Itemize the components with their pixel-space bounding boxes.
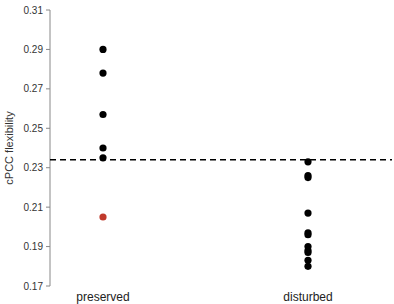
y-tick-label: 0.29 xyxy=(24,44,44,55)
point xyxy=(304,209,311,216)
point xyxy=(99,213,106,220)
y-tick xyxy=(46,88,50,89)
y-tick-label: 0.23 xyxy=(24,162,44,173)
y-tick xyxy=(46,246,50,247)
x-tick-label: preserved xyxy=(76,290,129,304)
x-tick-label: disturbed xyxy=(283,290,332,304)
y-tick xyxy=(46,10,50,11)
y-tick-label: 0.19 xyxy=(24,241,44,252)
point xyxy=(99,154,106,161)
y-tick xyxy=(46,167,50,168)
y-tick-label: 0.31 xyxy=(24,5,44,16)
y-tick-label: 0.25 xyxy=(24,123,44,134)
y-axis-label: cPCC flexibility xyxy=(3,111,15,185)
chart: 0.17 0.19 0.21 0.23 0.25 0.27 0.29 0.31 cPCC fle… xyxy=(0,0,394,304)
y-tick xyxy=(46,49,50,50)
y-tick-label: 0.21 xyxy=(24,202,44,213)
point xyxy=(99,111,106,118)
point xyxy=(304,249,311,256)
y-tick xyxy=(46,128,50,129)
point xyxy=(304,263,311,270)
point xyxy=(99,46,106,53)
point xyxy=(304,158,311,165)
plot-area xyxy=(50,46,392,270)
y-axis xyxy=(50,10,51,286)
y-tick xyxy=(46,207,50,208)
point xyxy=(99,144,106,151)
y-tick xyxy=(46,286,50,287)
y-tick-label: 0.17 xyxy=(24,281,44,292)
point xyxy=(304,231,311,238)
point xyxy=(99,69,106,76)
y-tick-label: 0.27 xyxy=(24,83,44,94)
point xyxy=(304,174,311,181)
